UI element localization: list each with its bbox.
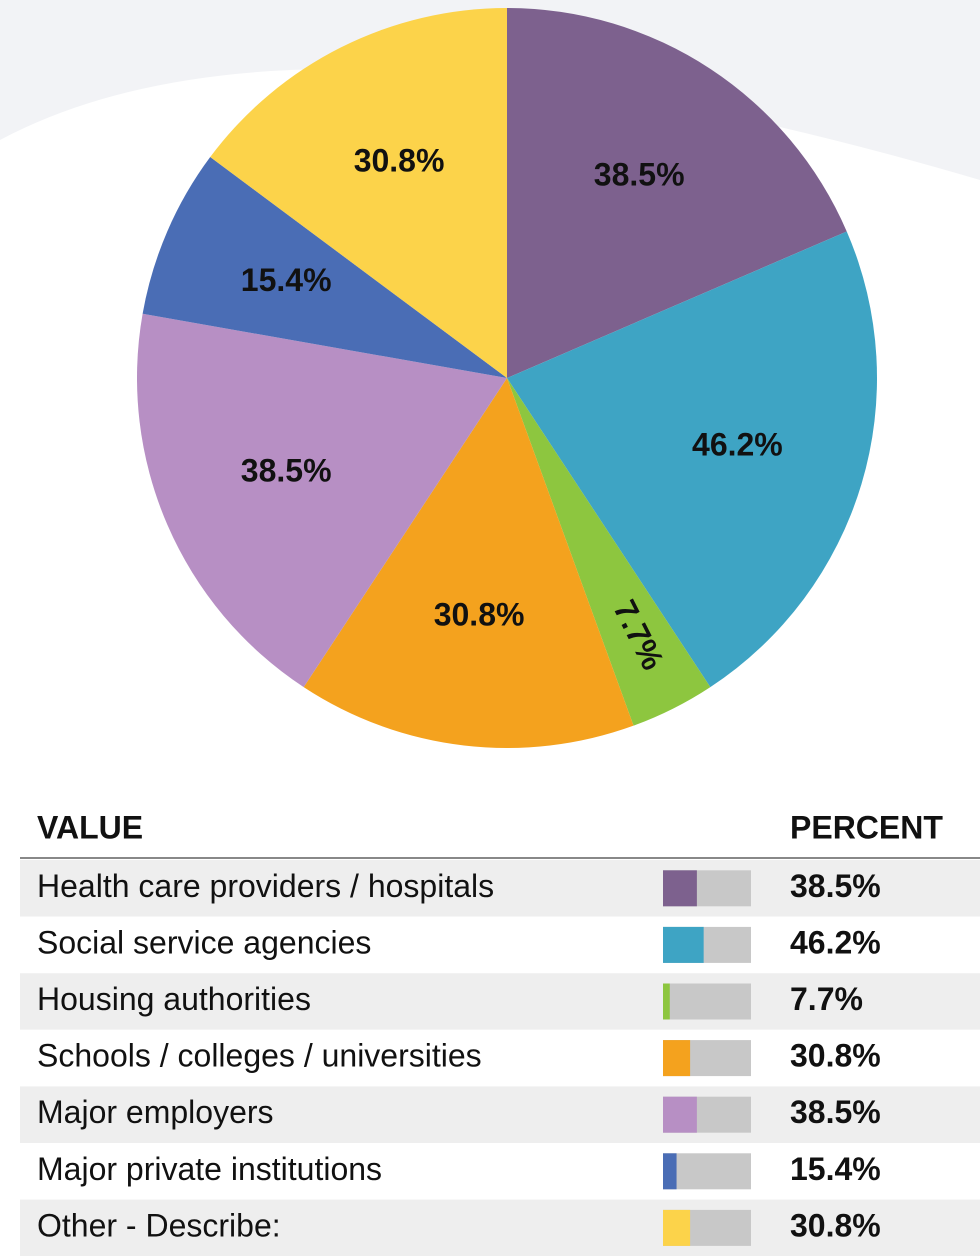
slice-label: 30.8% — [434, 596, 525, 632]
percent-label: 15.4% — [790, 1151, 881, 1187]
percent-label: 30.8% — [790, 1038, 881, 1074]
percent-label: 7.7% — [790, 981, 863, 1017]
bar-fill — [663, 983, 670, 1020]
bar-track — [663, 1153, 751, 1190]
table-row — [20, 1143, 980, 1200]
pie: 38.5%46.2%7.7%30.8%38.5%15.4%30.8% — [137, 8, 878, 748]
bar-fill — [663, 1096, 697, 1133]
bar-fill — [663, 1209, 691, 1246]
slice-label: 30.8% — [354, 143, 445, 179]
bar-fill — [663, 926, 704, 963]
bar-fill — [663, 1040, 691, 1077]
legend-header-value: VALUE — [37, 809, 143, 845]
slice-label: 38.5% — [241, 453, 332, 489]
table-row — [20, 916, 980, 974]
table-row — [20, 1029, 980, 1087]
slice-label: 38.5% — [594, 157, 685, 193]
pie-slice — [507, 231, 878, 688]
percent-label: 38.5% — [790, 868, 881, 904]
table-row — [20, 1199, 980, 1256]
pie-slice — [303, 378, 634, 748]
category-label: Housing authorities — [37, 981, 311, 1017]
bar-track — [663, 983, 751, 1020]
percent-label: 30.8% — [790, 1207, 881, 1243]
legend-table: Health care providers / hospitals 38.5% So… — [20, 860, 980, 1256]
category-label: Health care providers / hospitals — [37, 868, 494, 904]
pie-slice — [142, 157, 507, 378]
pie-slice — [507, 8, 847, 378]
legend-header-percent: PERCENT — [790, 809, 943, 845]
slice-label: 46.2% — [692, 426, 783, 462]
pie-slice — [210, 8, 507, 378]
category-label: Major employers — [37, 1094, 274, 1130]
pie-slice — [507, 378, 711, 726]
percent-label: 46.2% — [790, 924, 881, 960]
bar-fill — [663, 1153, 677, 1190]
category-label: Social service agencies — [37, 924, 371, 960]
slice-label: 15.4% — [241, 262, 332, 298]
percent-label: 38.5% — [790, 1094, 881, 1130]
bar-fill — [663, 870, 697, 907]
category-label: Schools / colleges / universities — [37, 1038, 482, 1074]
table-row — [20, 860, 980, 917]
pie-slice — [137, 313, 507, 688]
table-row — [20, 973, 980, 1030]
table-row — [20, 1086, 980, 1143]
category-label: Major private institutions — [37, 1151, 382, 1187]
category-label: Other - Describe: — [37, 1207, 281, 1243]
